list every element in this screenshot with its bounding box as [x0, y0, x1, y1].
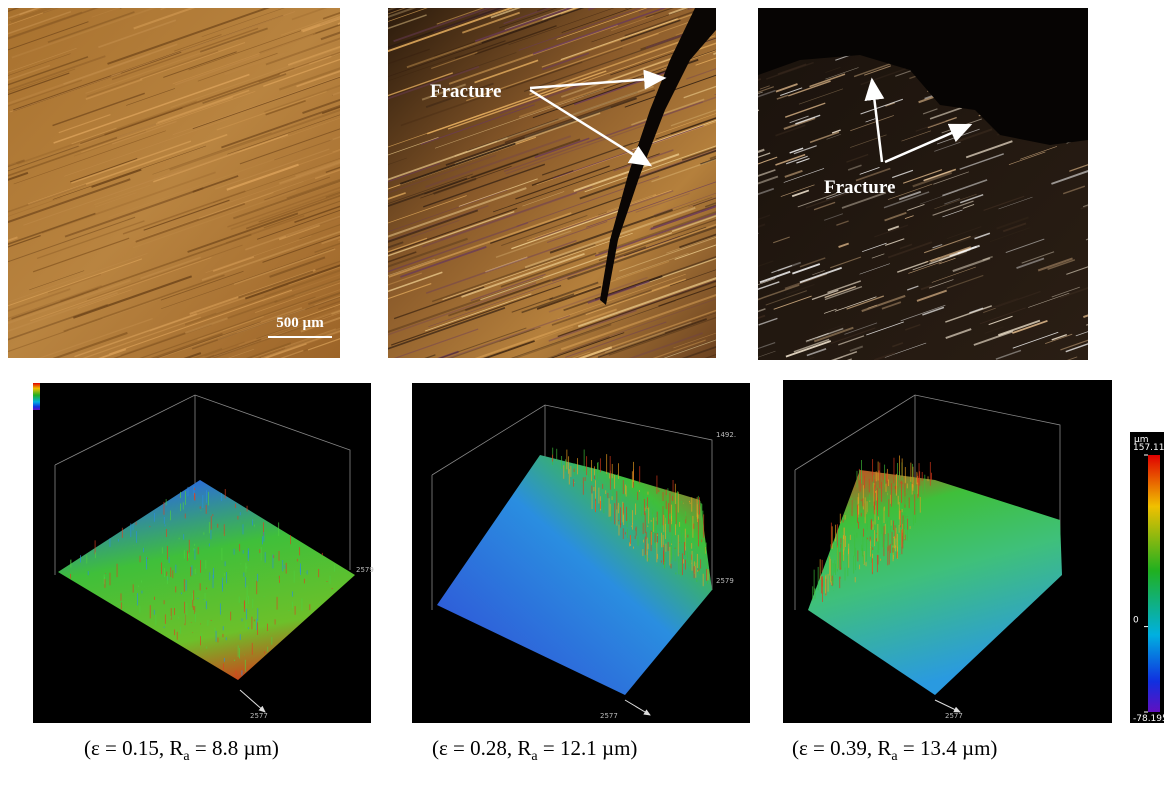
texture [712, 233, 758, 249]
caption-text: (ε = 0.28, R [432, 736, 531, 760]
texture [625, 0, 820, 9]
texture [896, 363, 924, 373]
texture [1015, 362, 1046, 373]
texture [1083, 59, 1123, 73]
caption: (ε = 0.15, Ra = 8.8 µm) [84, 736, 279, 764]
texture [1050, 369, 1060, 373]
texture [365, 355, 436, 380]
texture [698, 375, 715, 381]
caption-text: (ε = 0.15, R [84, 736, 183, 760]
texture [120, 0, 180, 8]
texture [903, 1, 925, 9]
axis-label: 2579 [356, 566, 374, 574]
surface-map: 2577 [783, 380, 1112, 723]
texture [0, 192, 8, 220]
axis-label: 1492. [716, 431, 736, 439]
texture [1086, 86, 1126, 100]
texture [758, 409, 771, 413]
texture [753, 426, 779, 435]
texture [718, 49, 763, 65]
colorbar-tick-label: -78.195 [1133, 714, 1168, 724]
caption-text: = 13.4 µm) [898, 736, 998, 760]
texture [855, 364, 884, 374]
colorbar-tick-label: 0 [1133, 616, 1139, 626]
page: { "micrographs": [ {"scale_bar": "500 µm… [0, 0, 1174, 788]
texture [742, 334, 757, 339]
texture [217, 360, 273, 379]
texture [383, 362, 429, 378]
texture [726, 150, 736, 154]
texture [770, 361, 813, 376]
micrograph: Fracture [678, 0, 1129, 440]
axis-label: 2577 [945, 712, 963, 720]
texture [799, 366, 809, 370]
texture [976, 368, 1003, 377]
surface-map: 2577 2579 [33, 383, 374, 723]
texture [893, 373, 908, 378]
texture [735, 233, 756, 240]
scale-bar-label: 500 µm [276, 315, 324, 331]
texture [1086, 232, 1107, 240]
texture [338, 4, 395, 24]
texture [827, 359, 851, 368]
texture [161, 0, 271, 9]
caption-text: = 12.1 µm) [538, 736, 638, 760]
texture [1088, 330, 1124, 343]
texture [766, 432, 779, 437]
texture [0, 35, 7, 51]
caption: (ε = 0.39, Ra = 13.4 µm) [792, 736, 997, 764]
annotation: Fracture [430, 81, 501, 102]
texture [736, 275, 748, 279]
axis-label: 2579 [716, 577, 734, 585]
texture [710, 144, 752, 159]
axis-label: 2577 [250, 712, 268, 720]
surface-map: 2577 2579 1492. [412, 383, 750, 723]
texture [722, 270, 738, 276]
captions: (ε = 0.15, Ra = 8.8 µm) (ε = 0.28, Ra = 1… [84, 736, 997, 764]
annotation: Fracture [824, 177, 895, 198]
texture [678, 364, 706, 374]
figure: 500 µm Fracture Fracture 2577 2579 [0, 0, 1174, 788]
texture [0, 374, 14, 404]
texture [718, 325, 757, 339]
colorbar: µm 157.1170-78.195 [1130, 432, 1170, 724]
colorbar-tick-label: 157.117 [1133, 443, 1170, 453]
texture [717, 109, 748, 120]
texture [716, 214, 729, 219]
axis-label: 2577 [600, 712, 618, 720]
texture [728, 260, 754, 269]
texture [1086, 310, 1129, 325]
texture [711, 110, 758, 127]
caption: (ε = 0.28, Ra = 12.1 µm) [432, 736, 637, 764]
texture [710, 366, 719, 369]
caption-text: (ε = 0.39, R [792, 736, 891, 760]
texture [0, 382, 34, 403]
texture [718, 20, 729, 24]
texture [720, 369, 767, 385]
texture [726, 153, 747, 160]
texture [713, 272, 739, 281]
caption-text: = 8.8 µm) [190, 736, 279, 760]
texture [321, 356, 390, 380]
texture [712, 147, 747, 159]
texture [726, 45, 745, 52]
